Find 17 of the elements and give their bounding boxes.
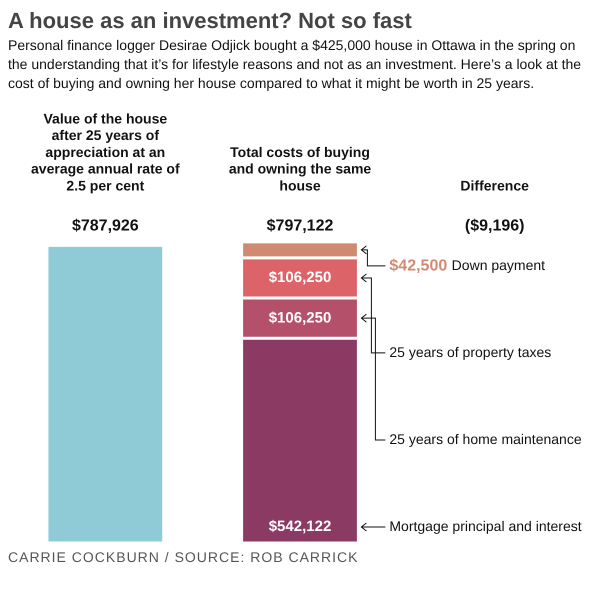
data-label: $106,250 [268,309,332,326]
x-tick-label: Total costs of buying and owning the same house [228,144,372,194]
chart-title: A house as an investment? Not so fast [8,8,413,34]
text: 25 years of property taxes [389,344,552,360]
chart-subtitle: Personal finance logger Desirae Odjick bought a $425,000 house in Ottawa in the spring on the understanding that it’s for lifestyle reasons and not as an investment. Here’s a look at the cost of buying and owning her house compared to what it might be worth in 25 years. [8,36,582,93]
text: Down payment [452,256,546,273]
x-tick-label: Difference [460,177,530,194]
text: Mortgage principal and interest [389,518,582,534]
x-tick-label: Value of the house after 25 years of appreciation at an average annual rate of 2.5 per cent [31,110,180,194]
text: ($9,196) [464,217,524,234]
data-label: $42,500 [389,257,448,274]
total-label: $797,122 [266,217,334,234]
text: 25 years of home maintenance [389,430,582,447]
text: CARRIE COCKBURN / SOURCE: ROB CARRICK [8,549,360,565]
data-label: $106,250 [268,269,332,286]
total-label: $787,926 [72,217,139,234]
data-label: $542,122 [268,518,332,536]
